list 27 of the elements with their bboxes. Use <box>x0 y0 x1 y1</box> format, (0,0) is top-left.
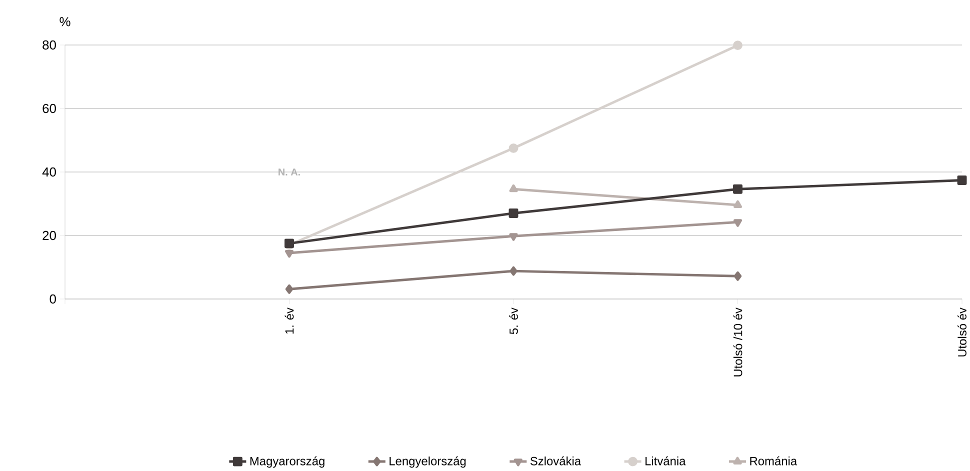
legend-label: Lengyelország <box>390 456 466 468</box>
legend-label: Románia <box>750 456 798 466</box>
y-tick-label: 20 <box>42 230 56 240</box>
legend-label: Szlovákia <box>530 456 582 466</box>
x-tick-label: 1. év <box>284 308 294 334</box>
y-tick-label: 0 <box>50 294 56 304</box>
legend-label: Magyarország <box>250 456 324 468</box>
y-axis-title: % <box>60 17 70 26</box>
point <box>284 250 294 258</box>
point <box>509 233 518 241</box>
point <box>285 284 294 294</box>
point <box>508 208 518 218</box>
x-tick-label: 5. év <box>509 308 518 334</box>
annotation: N. A. <box>278 168 300 176</box>
point <box>734 271 742 281</box>
point <box>733 184 742 194</box>
x-tick-label: Utolsó /10 év <box>733 308 742 376</box>
point <box>508 143 518 153</box>
point <box>957 176 967 185</box>
legend-label: Litvánia <box>646 456 686 466</box>
x-tick-label: Utolsó év <box>958 308 966 356</box>
point <box>733 219 742 227</box>
y-tick-label: 40 <box>42 167 56 177</box>
y-tick-label: 60 <box>42 104 56 114</box>
point <box>733 40 742 50</box>
y-tick-label: 80 <box>42 40 56 50</box>
point <box>510 266 518 276</box>
